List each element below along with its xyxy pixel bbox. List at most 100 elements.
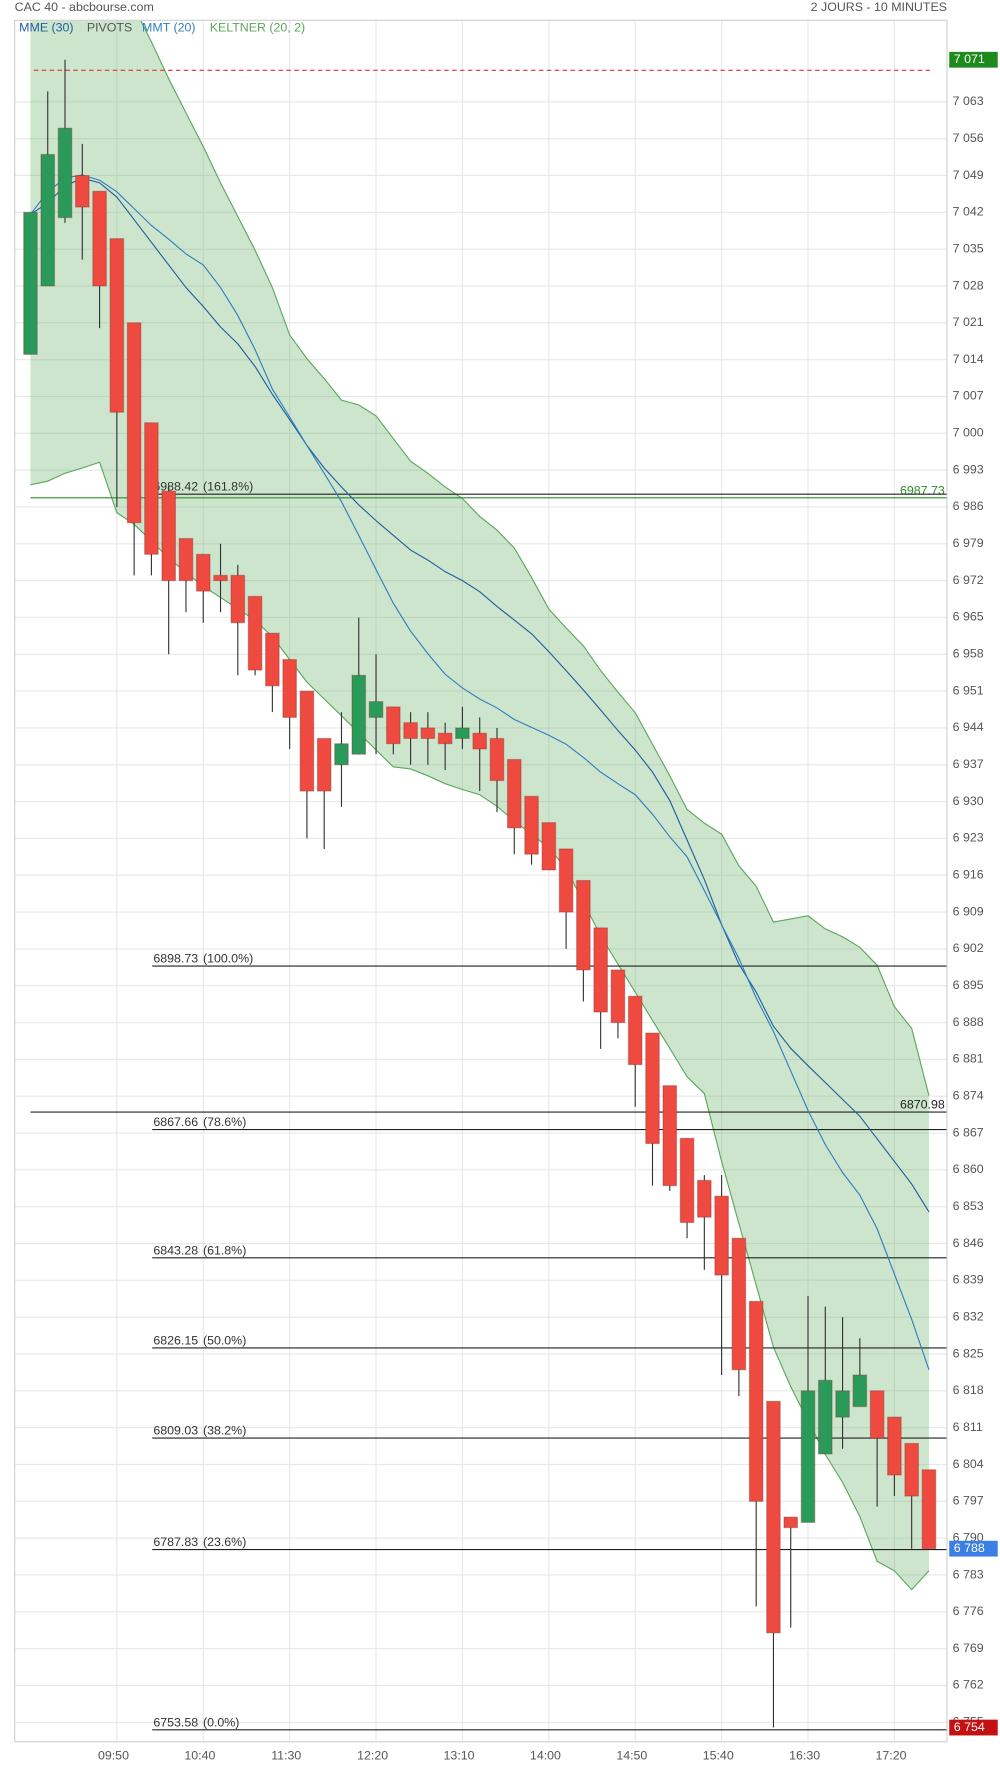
y-tick-label: 6 909 [953,904,984,918]
candle-body [714,1195,729,1276]
y-tick-label: 6 958 [953,647,984,661]
y-tick-label: 6 846 [953,1236,984,1250]
y-tick-label: 6 860 [953,1162,984,1176]
y-tick-label: 7 049 [953,168,984,182]
fib-ratio: (0.0%) [203,1715,239,1729]
y-tick-label: 6 916 [953,868,984,882]
y-tick-label: 7 035 [953,241,984,255]
y-tick-label: 7 000 [953,426,984,440]
candle-body [783,1516,799,1529]
fib-ratio: (61.8%) [203,1243,246,1257]
x-tick-label: 14:50 [616,1749,647,1763]
plot-frame [14,19,948,1743]
candle-body [697,1179,712,1218]
header-title: CAC 40 - abcbourse.com [15,0,154,14]
candle-body [144,422,159,555]
y-tick-label: 6 762 [953,1678,984,1692]
candle-body [835,1390,850,1418]
fib-value: 6867.66 [153,1115,198,1129]
candle-body [558,848,574,913]
moving-average [30,174,930,1370]
y-tick-label: 7 028 [953,278,984,292]
candle-body [403,722,418,740]
legend-item: PIVOTS [87,20,132,34]
candle-body [92,190,107,287]
candle-body [610,969,626,1024]
candle-body [437,732,453,745]
fib-ratio: (100.0%) [203,952,253,966]
fib-ratio: (38.2%) [203,1424,246,1438]
price-tag [949,51,998,68]
fib-value: 6809.03 [153,1424,198,1438]
candle-body [541,822,557,871]
y-tick-label: 6 986 [953,499,984,513]
candle-body [645,1032,660,1145]
candle-body [316,737,332,792]
fib-ratio: (161.8%) [203,480,253,494]
fib-ratio: (23.6%) [203,1535,246,1549]
y-tick-label: 6 993 [953,462,984,476]
plot-area: 6987.73 6870.98 6988.42 (161.8%) 6898.73 (100… [23,20,947,1731]
y-tick-label: 6 944 [953,720,984,734]
candle-body [627,995,643,1066]
y-tick-label: 6 825 [953,1346,984,1360]
fib-value: 6753.58 [153,1715,198,1729]
candle-body [230,574,246,624]
candle-body [247,595,263,671]
y-tick-label: 7 014 [953,352,984,366]
price-tag-label: 6 754 [954,1720,985,1734]
y-tick-label: 6 839 [953,1273,984,1287]
y-tick-label: 6 832 [953,1309,984,1323]
moving-average [30,177,930,1213]
x-tick-label: 16:30 [789,1749,820,1763]
candle-body [420,727,436,740]
grid [14,20,947,1742]
candle-body [23,211,38,355]
legend-item: MMT (20) [142,20,195,34]
price-tag-label: 7 071 [954,52,985,66]
y-tick-label: 6 930 [953,794,984,808]
candle-body [161,490,177,582]
y-tick-label: 7 063 [953,94,984,108]
keltner-band [30,20,929,1590]
y-tick-label: 6 965 [953,610,984,624]
y-tick-label: 7 007 [953,389,984,403]
y-tick-label: 6 874 [953,1088,984,1102]
fib-ratio: (78.6%) [203,1115,246,1129]
candle-body [455,727,470,740]
x-tick-label: 15:40 [703,1749,734,1763]
candle-body [368,701,384,718]
candle-body [178,537,194,582]
price-tag [949,1719,998,1736]
x-tick-label: 09:50 [98,1749,129,1763]
candle-body [748,1300,764,1502]
y-tick-label: 6 902 [953,941,984,955]
candle-body [334,743,349,766]
candle-body [213,574,228,582]
fib-value: 6787.83 [153,1535,198,1549]
y-tick-label: 7 021 [953,315,984,329]
candle-body [385,706,401,745]
y-tick-label: 6 818 [953,1383,984,1397]
y-tick-label: 6 804 [953,1457,984,1471]
fib-value: 6843.28 [153,1243,198,1257]
y-tick-label: 6 881 [953,1052,984,1066]
y-tick-label: 6 979 [953,536,984,550]
legend-item: MME (30) [19,20,73,34]
candle-body [679,1137,695,1224]
x-tick-label: 10:40 [184,1749,215,1763]
candle-body [489,737,505,782]
fib-value: 6988.42 [153,480,198,494]
legend: MME (30) PIVOTS MMT (20) KELTNER (20, 2) [19,20,305,34]
candle-body [109,238,125,413]
y-tick-label: 6 811 [953,1420,983,1434]
y-tick-label: 6 769 [953,1641,984,1655]
candle-body [766,1400,781,1634]
y-tick-label: 6 797 [953,1494,984,1508]
candle-body [472,732,488,750]
candle-body [576,879,591,971]
candle-body [74,174,90,208]
candle-body [126,322,142,524]
